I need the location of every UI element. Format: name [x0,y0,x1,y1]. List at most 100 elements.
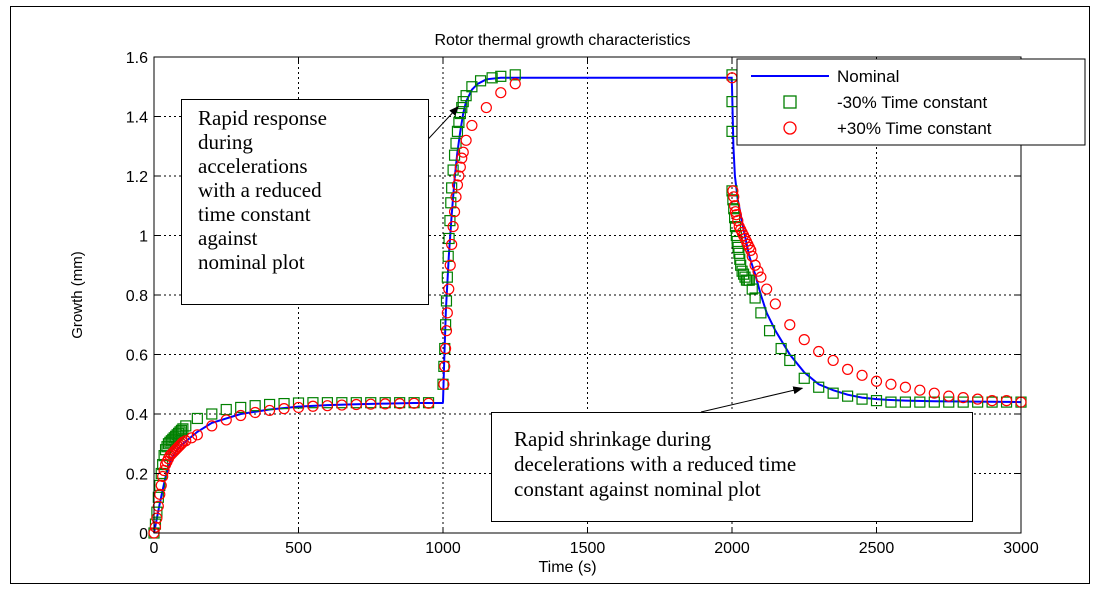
data-point-minus30 [453,116,465,129]
data-point-minus30 [149,518,162,530]
data-point-plus30 [456,152,468,164]
y-tick-label: 1.6 [126,50,148,67]
data-point-plus30 [885,378,897,390]
data-point-minus30 [235,401,247,414]
data-point-plus30 [446,238,458,251]
data-point-minus30 [732,241,744,253]
data-point-plus30 [457,146,469,158]
data-point-plus30 [728,191,740,203]
x-tick-label: 2000 [714,540,750,557]
data-point-plus30 [394,397,406,410]
data-point-plus30 [365,398,377,410]
data-point-plus30 [914,384,926,396]
data-point-plus30 [727,185,739,197]
data-point-minus30 [733,247,745,259]
x-tick-label: 1000 [425,540,461,557]
data-point-minus30 [731,235,743,248]
data-point-minus30 [177,423,189,435]
data-point-minus30 [457,96,469,108]
data-point-minus30 [180,420,192,432]
data-point-minus30 [307,397,319,409]
data-point-minus30 [451,125,464,137]
data-point-minus30 [928,396,940,408]
data-point-plus30 [928,387,940,399]
data-point-plus30 [972,393,984,405]
data-point-plus30 [154,488,166,500]
data-point-plus30 [870,375,883,387]
data-point-minus30 [440,295,453,307]
data-point-minus30 [278,397,290,410]
data-point-plus30 [827,354,839,367]
data-point-minus30 [191,412,203,425]
data-point-minus30 [784,354,796,367]
data-point-minus30 [885,396,897,408]
legend-label-plus30: +30% Time constant [837,119,992,138]
data-point-minus30 [151,506,163,518]
data-point-plus30 [180,435,192,447]
data-point-plus30 [841,363,854,375]
legend-swatch-plus30 [783,121,797,135]
data-point-minus30 [813,381,825,393]
annotation-acceleration: Rapid response during accelerations with… [181,99,429,305]
data-point-minus30 [755,307,767,319]
data-point-plus30 [450,191,462,203]
data-point-plus30 [249,406,261,419]
data-point-plus30 [206,420,218,432]
x-tick-label: 1500 [570,540,606,557]
figure-frame: 0 500 1000 1500 2000 2500 3000 0 0.2 0.4 0.6 0.8 1 1.… [10,6,1090,584]
data-point-minus30 [486,72,498,84]
data-point-minus30 [737,268,750,280]
data-point-plus30 [495,87,507,99]
data-point-plus30 [460,134,472,146]
data-point-minus30 [460,90,472,102]
data-point-minus30 [749,292,761,304]
data-point-minus30 [735,259,747,271]
data-point-plus30 [451,179,464,191]
data-point-plus30 [155,479,167,491]
data-point-minus30 [264,398,276,411]
data-point-plus30 [235,409,247,422]
data-point-minus30 [746,283,758,295]
data-point-plus30 [813,345,825,358]
data-point-minus30 [446,182,458,194]
data-point-plus30 [278,403,290,415]
legend-swatch-minus30 [783,95,797,109]
data-point-plus30 [152,500,164,512]
data-point-minus30 [474,75,487,87]
legend-label-minus30: -30% Time constant [837,93,988,112]
data-point-plus30 [441,307,453,319]
data-point-plus30 [454,161,466,173]
data-point-plus30 [438,378,450,390]
x-tick-label: 3000 [1003,540,1039,557]
data-point-minus30 [440,319,452,331]
data-point-minus30 [321,397,333,409]
y-tick-label: 0.6 [126,348,148,365]
data-point-plus30 [856,369,868,381]
data-point-plus30 [444,259,456,271]
data-point-minus30 [763,325,776,337]
annotation-deceleration: Rapid shrinkage during decelerations wit… [491,412,973,522]
data-point-plus30 [480,101,492,114]
data-point-plus30 [439,360,451,372]
data-point-plus30 [466,119,478,132]
data-point-minus30 [943,396,955,408]
data-point-minus30 [466,81,478,93]
data-point-plus30 [798,334,810,346]
data-point-plus30 [752,265,764,277]
data-point-minus30 [914,396,926,408]
data-point-minus30 [734,253,746,265]
data-point-minus30 [870,395,883,407]
data-point-plus30 [292,401,305,414]
data-point-plus30 [379,398,391,410]
data-point-plus30 [448,206,461,218]
data-point-plus30 [943,390,955,402]
data-point-plus30 [749,259,761,271]
chart-title: Rotor thermal growth characteristics [434,32,690,49]
data-point-plus30 [784,319,796,331]
data-point-plus30 [151,512,163,524]
data-point-plus30 [729,200,741,212]
x-tick-label: 500 [285,540,312,557]
data-point-minus30 [739,271,751,283]
data-point-minus30 [743,274,755,286]
data-point-plus30 [453,170,465,182]
